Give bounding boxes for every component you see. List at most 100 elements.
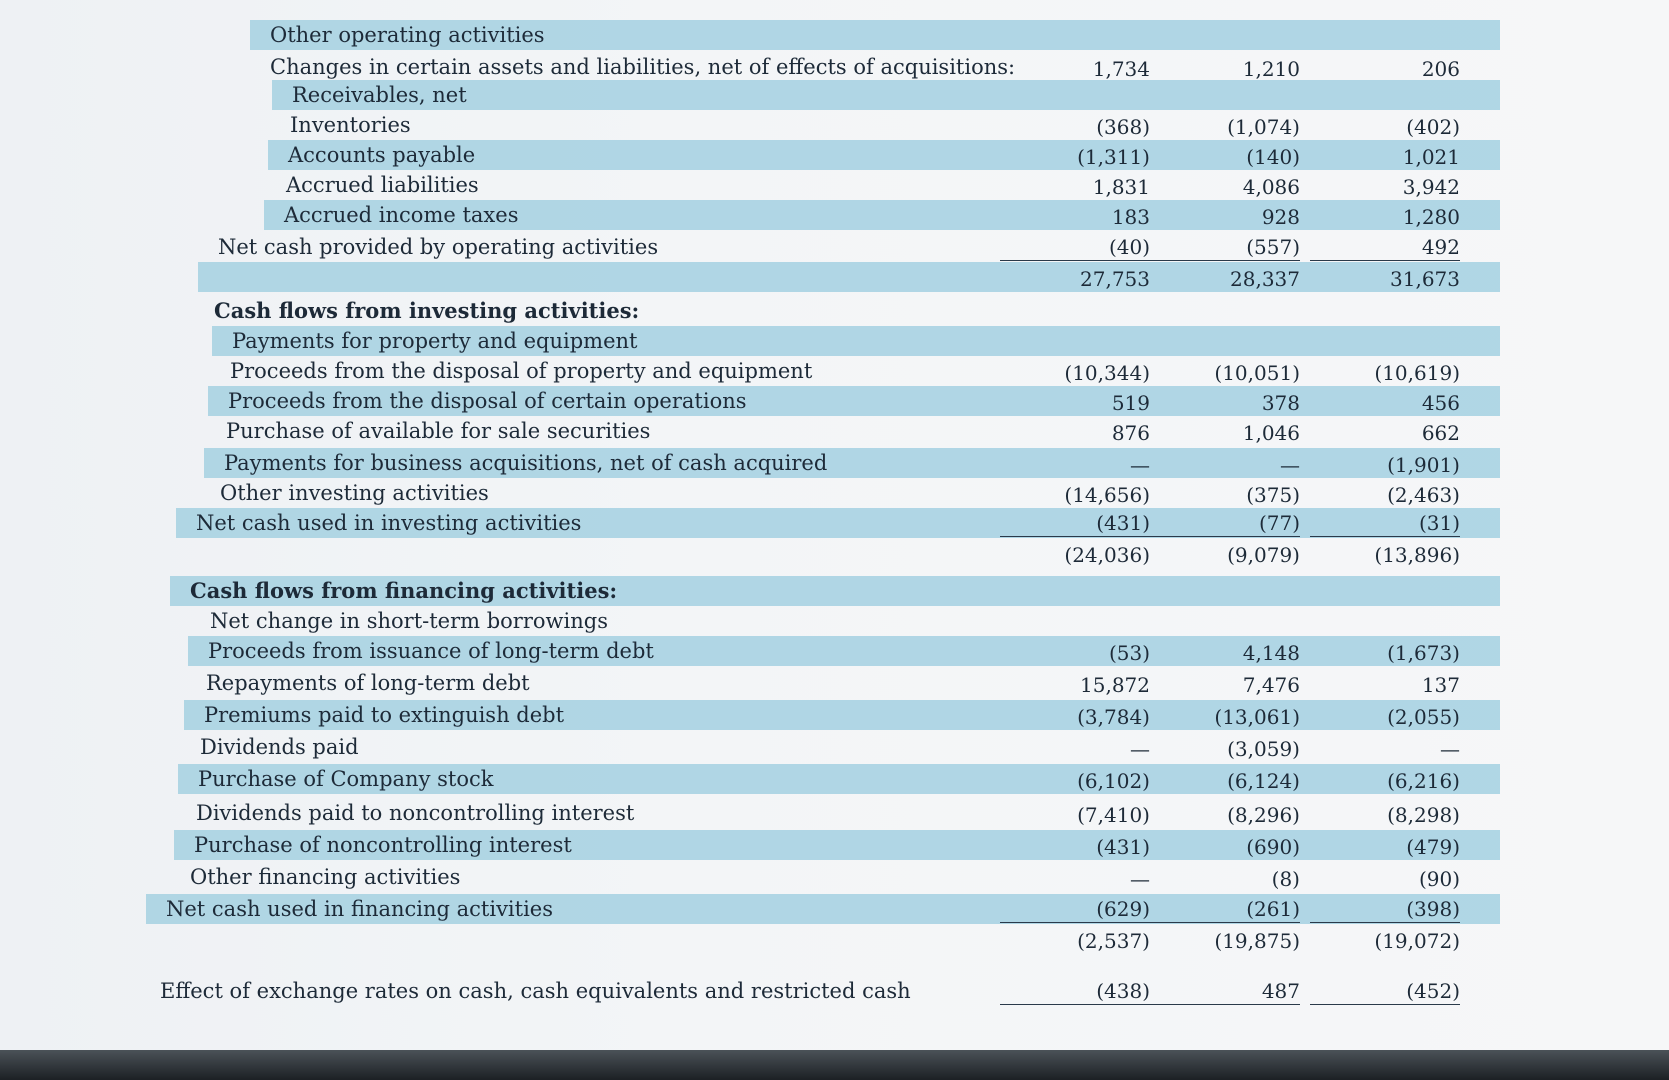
amount-cell: (8,296)	[1227, 803, 1300, 827]
amount-cell: (479)	[1406, 835, 1460, 859]
amount-cell: 1,046	[1242, 421, 1300, 445]
line-item-label: Accrued liabilities	[286, 173, 479, 197]
amount-cell: 662	[1421, 421, 1460, 445]
section-header: Cash flows from investing activities:	[214, 298, 640, 323]
row-band	[204, 448, 1500, 478]
amount-cell: (557)	[1150, 234, 1300, 261]
amount-cell: —	[1130, 737, 1150, 761]
amount-cell: (77)	[1150, 510, 1300, 537]
line-item-label: Other operating activities	[270, 23, 545, 47]
line-item-label: Net cash used in investing activities	[196, 511, 582, 535]
amount-cell: (402)	[1406, 115, 1460, 139]
amount-cell: (19,072)	[1374, 929, 1460, 953]
line-item-label: Net change in short-term borrowings	[210, 609, 608, 633]
amount-cell: 1,210	[1242, 57, 1300, 81]
row-band	[174, 830, 1500, 860]
amount-cell: —	[1130, 867, 1150, 891]
amount-cell: (6,102)	[1077, 769, 1150, 793]
line-item-label: Payments for property and equipment	[232, 329, 638, 353]
amount-cell: 15,872	[1080, 673, 1150, 697]
amount-cell: (431)	[1000, 510, 1150, 537]
line-item-label: Accrued income taxes	[284, 203, 519, 227]
amount-cell: (2,055)	[1387, 705, 1460, 729]
line-item-label: Proceeds from the disposal of property a…	[230, 359, 813, 383]
line-item-label: Other financing activities	[190, 865, 461, 889]
line-item-label: Purchase of available for sale securitie…	[226, 419, 651, 443]
amount-cell: (8)	[1271, 867, 1300, 891]
row-band	[176, 508, 1500, 538]
line-item-label: Net cash provided by operating activitie…	[218, 235, 659, 259]
amount-cell: (1,673)	[1387, 641, 1460, 665]
section-header: Cash flows from financing activities:	[190, 578, 618, 603]
amount-cell: 4,086	[1242, 175, 1300, 199]
line-item-label: Proceeds from issuance of long-term debt	[208, 639, 654, 663]
amount-cell: (14,656)	[1064, 483, 1150, 507]
amount-cell: (40)	[1000, 234, 1150, 261]
line-item-label: Purchase of noncontrolling interest	[194, 833, 572, 857]
amount-cell: (375)	[1246, 483, 1300, 507]
amount-cell: 3,942	[1402, 175, 1460, 199]
row-band	[212, 326, 1500, 356]
amount-cell: 137	[1421, 673, 1460, 697]
amount-cell: (13,896)	[1374, 543, 1460, 567]
amount-cell: (3,784)	[1077, 705, 1150, 729]
amount-cell: (2,463)	[1387, 483, 1460, 507]
amount-cell: 4,148	[1242, 641, 1300, 665]
amount-cell: (140)	[1246, 145, 1300, 169]
amount-cell: (431)	[1096, 835, 1150, 859]
amount-cell: 928	[1261, 205, 1300, 229]
amount-cell: 487	[1150, 978, 1300, 1005]
line-item-label: Repayments of long-term debt	[206, 671, 530, 695]
amount-cell: (261)	[1150, 896, 1300, 923]
amount-cell: 1,734	[1092, 57, 1150, 81]
amount-cell: 1,280	[1402, 205, 1460, 229]
row-band	[188, 636, 1500, 666]
amount-cell: (10,344)	[1064, 361, 1150, 385]
amount-cell: (438)	[1000, 978, 1150, 1005]
amount-cell: (368)	[1096, 115, 1150, 139]
line-item-label: Changes in certain assets and liabilitie…	[270, 55, 1016, 79]
amount-cell: (1,311)	[1077, 145, 1150, 169]
amount-cell: (8,298)	[1387, 803, 1460, 827]
amount-cell: (1,074)	[1227, 115, 1300, 139]
line-item-label: Effect of exchange rates on cash, cash e…	[160, 979, 911, 1003]
row-band	[272, 80, 1500, 110]
cash-flow-statement: Other operating activities Changes in cer…	[0, 0, 1669, 1058]
amount-cell: 1,021	[1402, 145, 1460, 169]
amount-cell: (2,537)	[1077, 929, 1150, 953]
line-item-label: Purchase of Company stock	[198, 767, 494, 791]
amount-cell: (690)	[1246, 835, 1300, 859]
amount-cell: (13,061)	[1214, 705, 1300, 729]
amount-cell: (6,124)	[1227, 769, 1300, 793]
row-band	[264, 200, 1500, 230]
line-item-label: Net cash used in financing activities	[166, 897, 554, 921]
line-item-label: Dividends paid	[200, 735, 359, 759]
amount-cell: —	[1440, 737, 1460, 761]
line-item-label: Accounts payable	[288, 143, 476, 167]
line-item-label: Inventories	[290, 113, 411, 137]
line-item-label: Other investing activities	[220, 481, 489, 505]
amount-cell: (6,216)	[1387, 769, 1460, 793]
amount-cell: (10,619)	[1374, 361, 1460, 385]
amount-cell: 876	[1111, 421, 1150, 445]
amount-cell: (53)	[1108, 641, 1150, 665]
amount-cell: (24,036)	[1064, 543, 1150, 567]
amount-cell: 31,673	[1390, 267, 1460, 291]
amount-cell: (3,059)	[1227, 737, 1300, 761]
amount-cell: 492	[1310, 234, 1460, 261]
amount-cell: 1,831	[1092, 175, 1150, 199]
row-band	[250, 20, 1500, 50]
amount-cell: (7,410)	[1077, 803, 1150, 827]
amount-cell: (90)	[1418, 867, 1460, 891]
amount-cell: 183	[1111, 205, 1150, 229]
row-band	[170, 576, 1500, 606]
amount-cell: 28,337	[1230, 267, 1300, 291]
amount-cell: 206	[1421, 57, 1460, 81]
amount-cell: (629)	[1000, 896, 1150, 923]
amount-cell: —	[1130, 453, 1150, 477]
amount-cell: 7,476	[1242, 673, 1300, 697]
row-band	[178, 764, 1500, 794]
amount-cell: 27,753	[1080, 267, 1150, 291]
amount-cell: (31)	[1310, 510, 1460, 537]
amount-cell: 456	[1421, 391, 1460, 415]
